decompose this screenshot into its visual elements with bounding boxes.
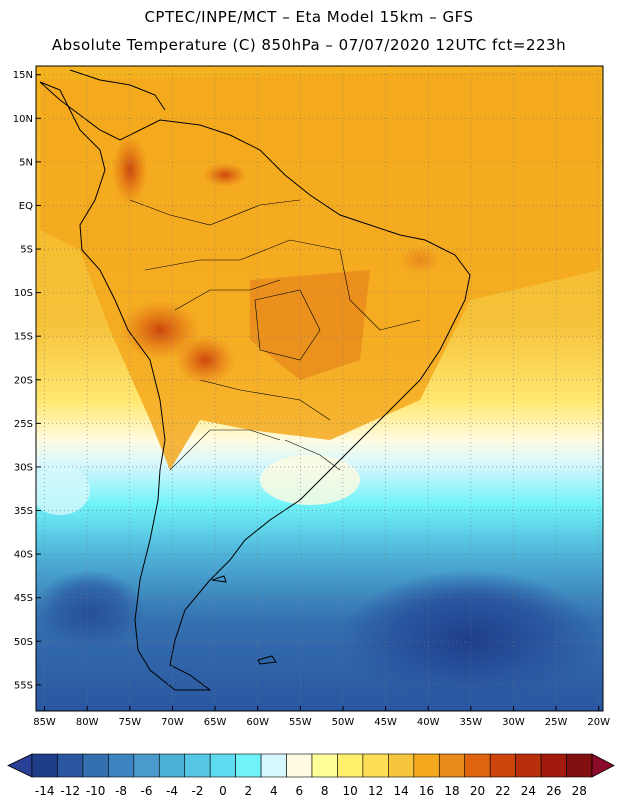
lon-label: 60W — [246, 717, 269, 728]
lat-label: 35S — [14, 506, 33, 517]
colorbar-segment — [311, 753, 338, 778]
colorbar-segment — [464, 753, 491, 778]
colorbar-tick-label: -8 — [115, 784, 127, 798]
colorbar-segment — [413, 753, 440, 778]
colorbar-tick-label: 26 — [546, 784, 561, 798]
colorbar-tick-label: 12 — [368, 784, 383, 798]
lon-label: 30W — [502, 717, 525, 728]
colorbar: -14 -12 -10 -8 -6 -4 -2 0 2 4 6 8 10 12 14 16 18 20 22 24 26… — [7, 753, 615, 798]
lon-label: 65W — [204, 717, 227, 728]
lat-label: 55S — [14, 680, 33, 691]
colorbar-segment — [209, 753, 236, 778]
lat-label: 15S — [14, 332, 33, 343]
colorbar-segment — [438, 753, 466, 778]
lon-label: 45W — [374, 717, 397, 728]
colorbar-high-arrow — [591, 753, 615, 778]
colorbar-tick-label: -6 — [141, 784, 153, 798]
colorbar-tick-label: 14 — [393, 784, 408, 798]
lat-label: 50S — [14, 637, 33, 648]
lat-label: 20S — [14, 375, 33, 386]
lat-label: 25S — [14, 419, 33, 430]
colorbar-segment — [133, 753, 160, 778]
colorbar-segment — [566, 753, 593, 778]
colorbar-segment — [540, 753, 567, 778]
colorbar-tick-label: -10 — [86, 784, 106, 798]
lat-label: 5N — [19, 157, 33, 168]
colorbar-segment — [388, 753, 415, 778]
lon-label: 70W — [161, 717, 184, 728]
lat-label: 10S — [14, 288, 33, 299]
lon-label: 80W — [76, 717, 99, 728]
colorbar-tick-label: -2 — [191, 784, 203, 798]
colorbar-tick-label: -12 — [60, 784, 80, 798]
colorbar-segment — [337, 753, 364, 778]
colorbar-segment — [260, 753, 287, 778]
colorbar-segment — [515, 753, 542, 778]
lon-label: 40W — [417, 717, 440, 728]
lon-label: 55W — [289, 717, 312, 728]
colorbar-tick-label: 20 — [470, 784, 485, 798]
colorbar-segment — [362, 753, 389, 778]
lon-label: 75W — [118, 717, 141, 728]
lat-label: 45S — [14, 593, 33, 604]
colorbar-segment — [31, 753, 58, 778]
colorbar-tick-label: 10 — [343, 784, 358, 798]
colorbar-tick-label: 4 — [270, 784, 278, 798]
colorbar-tick-label: 24 — [521, 784, 536, 798]
colorbar-tick-label: 0 — [219, 784, 227, 798]
colorbar-tick-label: -4 — [166, 784, 178, 798]
latitude-labels: 15N 10N 5N EQ 5S 10S 15S 20S 25S 30S 35S 40S 45S 50S 5… — [13, 70, 33, 691]
lon-label: 35W — [460, 717, 483, 728]
country-borders — [129, 199, 421, 471]
lon-label: 85W — [33, 717, 56, 728]
colorbar-tick-label: 22 — [495, 784, 510, 798]
lat-label: 10N — [13, 114, 33, 125]
coastline — [39, 69, 471, 691]
colorbar-segment — [235, 753, 262, 778]
lat-label: 30S — [14, 462, 33, 473]
colorbar-low-arrow — [7, 753, 33, 778]
temperature-field — [36, 66, 603, 711]
map-subtitle: Absolute Temperature (C) 850hPa – 07/07/… — [51, 36, 567, 54]
longitude-labels: 85W 80W 75W 70W 65W 60W 55W 50W 45W 40W 35W 30W 25W 2… — [33, 717, 610, 728]
colorbar-tick-label: 16 — [419, 784, 434, 798]
lat-label: 40S — [14, 550, 33, 561]
lat-label: 5S — [20, 245, 33, 256]
lat-label: EQ — [19, 201, 33, 212]
lon-label: 50W — [332, 717, 355, 728]
lon-label: 20W — [587, 717, 610, 728]
colorbar-segment — [57, 753, 84, 778]
map-frame — [35, 65, 604, 712]
colorbar-tick-label: -14 — [35, 784, 55, 798]
colorbar-tick-label: 8 — [321, 784, 329, 798]
colorbar-tick-label: 2 — [245, 784, 253, 798]
graticule — [36, 66, 603, 711]
colorbar-tick-label: 6 — [295, 784, 303, 798]
colorbar-tick-label: 18 — [444, 784, 459, 798]
colorbar-segment — [489, 753, 516, 778]
colorbar-segment — [82, 753, 109, 778]
lon-label: 25W — [545, 717, 568, 728]
map-title: CPTEC/INPE/MCT – Eta Model 15km – GFS — [144, 8, 474, 26]
lat-label: 15N — [13, 70, 33, 81]
colorbar-segment — [184, 753, 211, 778]
colorbar-segment — [158, 753, 186, 778]
colorbar-segment — [108, 753, 135, 778]
colorbar-tick-label: 28 — [572, 784, 587, 798]
colorbar-segment — [286, 753, 313, 778]
